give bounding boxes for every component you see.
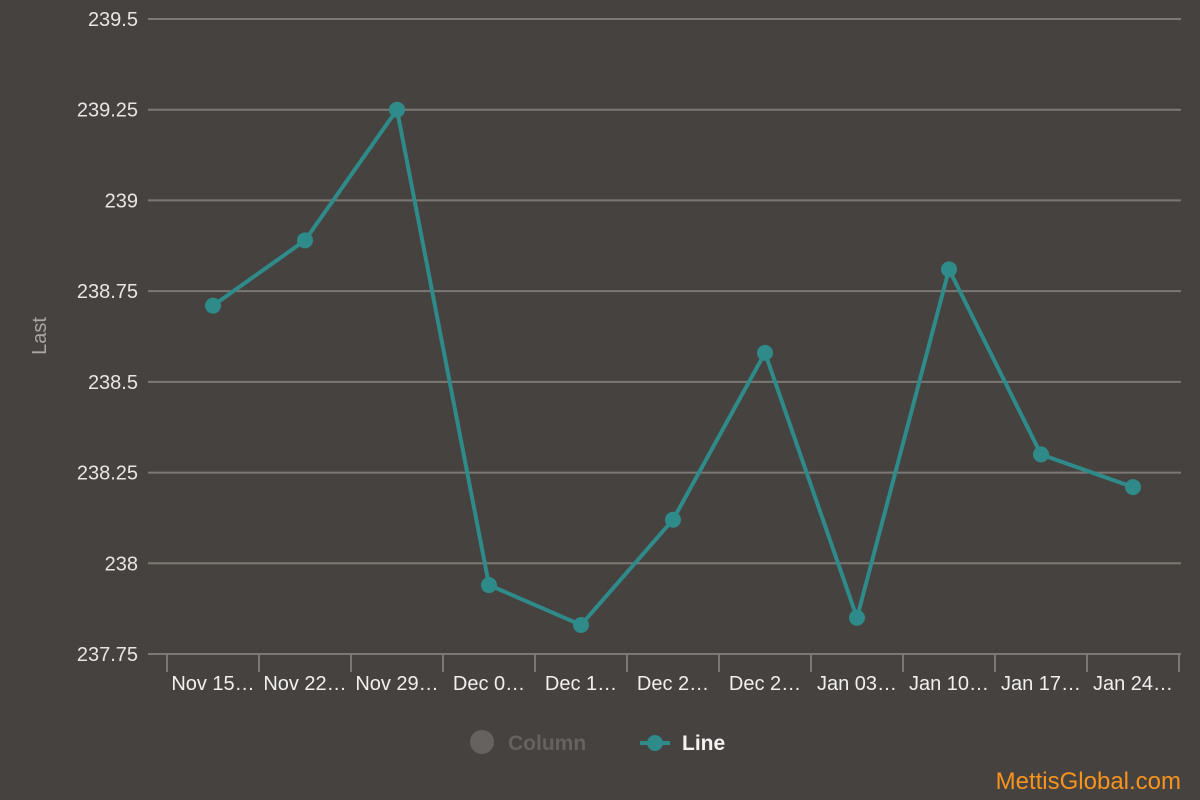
x-tick-label: Nov 29… [355,673,438,695]
legend-line-label: Line [682,732,725,755]
y-tick-label: 237.75 [77,644,138,666]
x-tick-label: Jan 03… [817,673,897,695]
y-tick-label: 239 [105,190,138,212]
legend-line-marker [647,735,663,751]
brand-watermark[interactable]: MettisGlobal.com [996,768,1181,795]
y-tick-label: 239.25 [77,100,138,122]
y-axis: 237.75 238 238.25 238.5 238.75 239 239.25 239.5 [77,9,138,666]
x-tick-label: Nov 22… [263,673,346,695]
y-tick-label: 238.75 [77,281,138,303]
x-tick-label: Dec 1… [545,673,617,695]
y-tick-label: 238 [105,553,138,575]
x-tick-label: Nov 15… [171,673,254,695]
legend-item-column[interactable]: Column [470,730,586,755]
data-point[interactable] [757,344,773,361]
x-tick-label: Dec 2… [637,673,709,695]
grid-lines [148,18,1181,565]
x-tick-label: Jan 17… [1001,673,1081,695]
series-line [205,101,1141,633]
data-point[interactable] [1125,479,1141,496]
data-point[interactable] [389,101,405,118]
data-point[interactable] [1033,446,1049,463]
y-axis-label: Last [29,317,51,355]
data-point[interactable] [573,616,589,633]
x-tick-label: Jan 10… [909,673,989,695]
series-line-path [211,107,1134,627]
data-point[interactable] [297,232,313,249]
y-tick-label: 239.5 [88,9,138,31]
x-tick-label: Dec 0… [453,673,525,695]
data-point[interactable] [481,577,497,594]
legend-column-label: Column [508,732,586,755]
x-tick-label: Dec 2… [729,673,801,695]
y-tick-label: 238.25 [77,463,138,485]
data-point[interactable] [941,261,957,278]
legend-column-marker [470,730,494,754]
data-point[interactable] [665,511,681,528]
legend-item-line[interactable]: Line [640,732,725,755]
data-point[interactable] [205,297,221,314]
y-tick-label: 238.5 [88,372,138,394]
data-point[interactable] [849,609,865,626]
legend: Column Line [470,730,725,755]
x-axis: Nov 15… Nov 22… Nov 29… Dec 0… Dec 1… Dec 2… D… [148,653,1181,695]
x-tick-label: Jan 24… [1093,673,1173,695]
